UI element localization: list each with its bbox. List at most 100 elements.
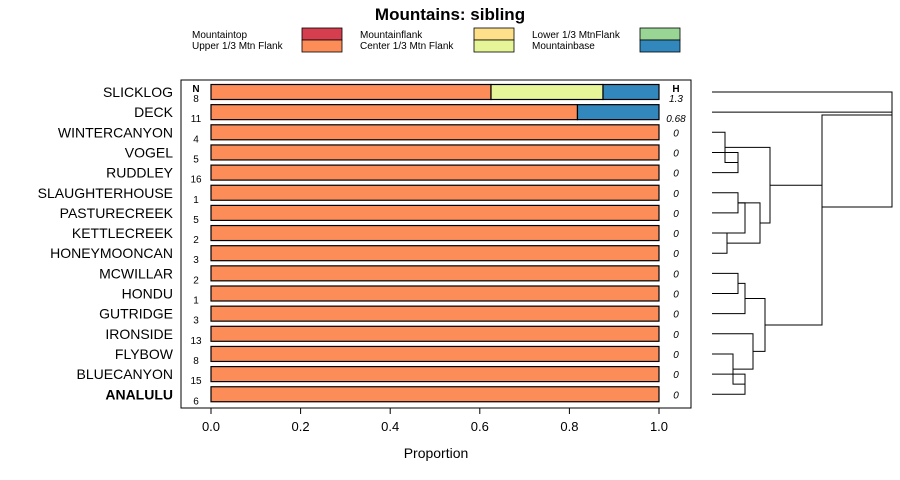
row-label: GUTRIDGE [99,306,173,322]
h-value: 0 [673,169,679,180]
dendrogram-branch [821,114,892,256]
h-value: 0 [673,269,679,280]
bar-segment [210,184,660,201]
h-header: H [672,84,679,95]
plot-frame [180,79,692,409]
row-label: WINTERCANYON [58,124,173,140]
row-label: RUDDLEY [106,165,174,181]
dendrogram-branch [712,282,746,315]
n-value: 2 [193,275,199,286]
h-value: 0 [673,290,679,301]
h-value: 0.68 [666,114,686,125]
n-value: 6 [193,396,199,407]
legend-swatch [639,27,681,41]
row-label: VOGEL [125,144,173,160]
row-label: ANALULU [105,386,173,402]
bar-segment [210,83,492,101]
x-tick-label: 0.0 [202,419,220,434]
row-label: SLAUGHTERHOUSE [38,185,173,201]
h-value: 0 [673,310,679,321]
h-value: 0 [673,148,679,159]
legend-swatch [301,27,343,41]
n-value: 4 [193,134,199,145]
n-value: 13 [190,336,202,347]
n-value: 3 [193,316,199,327]
bar-segment [210,366,660,383]
legend-label: Center 1/3 Mtn Flank [360,41,454,52]
n-value: 16 [190,175,202,186]
h-value: 0 [673,229,679,240]
dendrogram [712,91,893,395]
row-label: KETTLECREEK [72,225,174,241]
x-tick-label: 0.2 [292,419,310,434]
legend-label: Upper 1/3 Mtn Flank [192,41,284,52]
h-value: 0 [673,330,679,341]
bar-segment [210,325,660,342]
row-label: SLICKLOG [103,84,173,100]
bar-segment [210,164,660,181]
n-value: 8 [193,356,199,367]
bar-segment [210,104,579,121]
legend-label: Mountaintop [192,30,247,41]
h-value: 1.3 [669,94,683,105]
n-value: 2 [193,235,199,246]
dendrogram-branch [712,272,739,294]
n-header: N [192,84,199,95]
h-value: 0 [673,249,679,260]
x-tick-label: 0.4 [381,419,399,434]
legend-swatch [473,27,515,41]
dendrogram-branch [712,202,746,234]
bar-segment [210,224,660,242]
n-value: 1 [193,195,199,206]
row-label: PASTURECREEK [60,205,174,221]
n-value: 5 [193,154,199,165]
bar-segment [602,83,660,101]
bar-segment [210,124,660,141]
row-label: HONEYMOONCAN [50,245,173,261]
dendrogram-branch [712,192,739,214]
bar-segment [210,245,660,262]
legend-label: Lower 1/3 MtnFlank [532,30,621,41]
x-tick-label: 1.0 [650,419,668,434]
dendrogram-branch [712,91,893,113]
dendrogram-branch [712,232,728,254]
bar-segment [210,144,660,161]
n-value: 3 [193,255,199,266]
h-value: 0 [673,370,679,381]
dendrogram-branch [822,102,893,208]
n-value: 1 [193,296,199,307]
x-tick-label: 0.6 [471,419,489,434]
h-value: 0 [673,350,679,361]
chart-title: Mountains: sibling [375,5,525,24]
h-value: 0 [673,390,679,401]
n-value: 8 [193,94,199,105]
n-value: 5 [193,215,199,226]
bar-segment [210,265,660,282]
dendrogram-branch [727,202,761,244]
h-value: 0 [673,189,679,200]
legend-label: Mountainbase [532,41,595,52]
bar-segment [210,305,660,322]
dendrogram-branch [745,298,766,352]
bar-segment [210,386,660,403]
bar-segment [210,204,660,221]
dendrogram-branch [725,146,771,224]
dendrogram-branch [765,184,823,326]
row-label: FLYBOW [115,346,174,362]
bar-segment [490,83,604,101]
row-label: MCWILLAR [99,265,173,281]
n-value: 15 [190,376,202,387]
x-axis-title: Proportion [404,445,469,461]
h-value: 0 [673,128,679,139]
legend-label: Mountainflank [360,30,423,41]
x-tick-label: 0.8 [560,419,578,434]
row-label: HONDU [122,286,173,302]
x-axis: 0.0 0.2 0.4 0.6 0.8 1.0 [202,408,668,434]
bar-segment [210,285,660,302]
row-label: BLUECANYON [77,366,173,382]
n-value: 11 [191,114,202,125]
bar-segment [210,345,660,363]
bar-segment [576,104,660,121]
